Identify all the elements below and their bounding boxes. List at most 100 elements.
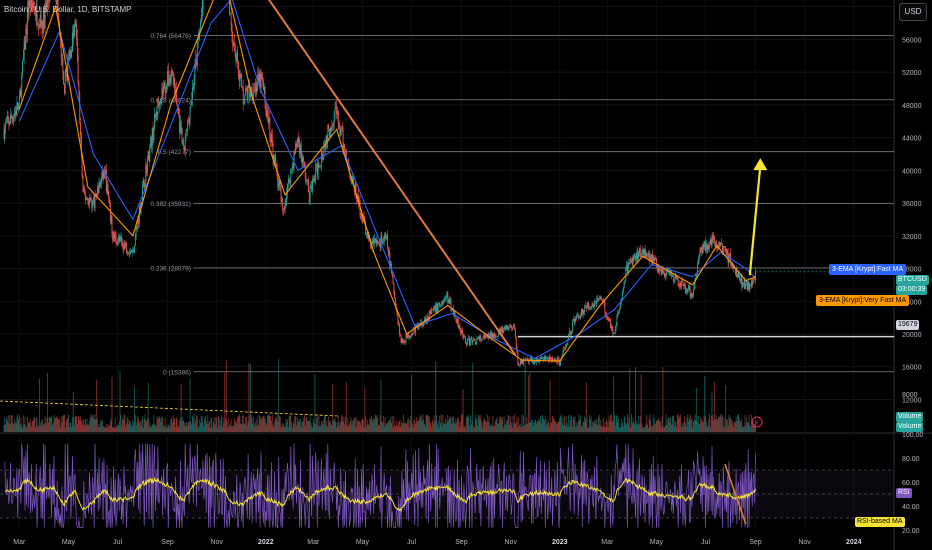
fibonacci-retracement[interactable]: 1 (69169)0.764 (56476)0.618 (48624)0.5 (… (150, 0, 894, 376)
candle-body (738, 273, 740, 281)
volume-bar (628, 417, 630, 432)
price-tick-label: 16000 (902, 365, 922, 372)
candle-body (610, 325, 612, 328)
volume-bar (566, 422, 568, 432)
very-fast-ma-badge[interactable]: 3-EMA [Krypt]:Very Fast MA (816, 295, 910, 306)
drawings[interactable] (55, 0, 894, 356)
volume-bar (308, 421, 309, 432)
volume-bar (659, 420, 661, 432)
currency-button[interactable]: USD (899, 3, 927, 21)
candle-body (109, 199, 110, 203)
volume-bar (469, 425, 471, 432)
volume-bar (146, 417, 148, 432)
volume-bar (225, 418, 226, 432)
volume-bar (285, 418, 287, 432)
candle-body (164, 82, 166, 92)
candle-body (514, 325, 516, 330)
candle-body (68, 59, 69, 61)
volume-bar (585, 382, 587, 432)
candle-body (34, 13, 36, 17)
volume-bar (383, 426, 385, 432)
volume-bar (668, 417, 669, 432)
volume-bar (546, 418, 548, 432)
volume-bar (24, 417, 26, 432)
candle-body (678, 285, 680, 287)
candle-body (448, 298, 450, 303)
volume-bar (653, 424, 655, 432)
price-candles[interactable] (3, 0, 756, 367)
volume-bar (625, 423, 627, 432)
price-tick-label: 28000 (902, 267, 922, 274)
volume-bar (190, 421, 192, 432)
candle-body (275, 164, 277, 166)
candle-body (119, 236, 121, 241)
volume-bar (163, 426, 165, 432)
candle-body (461, 329, 462, 333)
candle-body (450, 300, 452, 312)
candle-body (608, 319, 610, 321)
candle-body (702, 245, 704, 253)
volume-bar (539, 416, 541, 432)
volume-bar (181, 420, 183, 432)
rsi-tick-label: 60.00 (902, 480, 920, 487)
candle-body (159, 102, 161, 106)
volume-bar (733, 427, 735, 432)
candle-body (658, 265, 660, 272)
volume-bar (572, 417, 574, 432)
volume-bar (251, 417, 253, 432)
volume-bar (643, 427, 644, 432)
volume-bar (83, 419, 85, 432)
volume-bar (463, 427, 465, 432)
volume-bar (727, 425, 729, 432)
volume-bar (451, 424, 453, 432)
volume-bar (376, 414, 378, 432)
candle-body (27, 7, 29, 14)
volume-bar (309, 414, 311, 432)
candle-body (542, 358, 544, 359)
candle-body (81, 155, 83, 176)
candle-body (491, 333, 493, 339)
volume-bar (745, 425, 747, 432)
volume-bar (241, 415, 243, 432)
candle-body (662, 269, 664, 271)
candle-body (645, 253, 647, 257)
volume-bar (71, 427, 73, 432)
candle-body (549, 355, 551, 360)
candle-body (231, 24, 233, 37)
volume-bar (503, 416, 505, 432)
volume-bar (754, 423, 756, 432)
time-tick-label: Mar (307, 539, 320, 546)
time-tick-label: Jul (113, 539, 122, 546)
volume-bar (356, 417, 358, 432)
candle-body (614, 332, 615, 334)
volume-bar (34, 426, 36, 432)
volume-bar (21, 424, 23, 432)
volume-bar (236, 423, 238, 432)
very-fast-ma-line (18, 0, 756, 362)
candle-body (355, 183, 357, 199)
candle-body (710, 239, 712, 246)
candle-body (97, 187, 98, 195)
candle-body (67, 60, 69, 81)
volume-bar (413, 419, 415, 432)
volume-bar (308, 420, 310, 432)
candle-body (291, 168, 293, 170)
volume-bar (550, 422, 552, 432)
candle-body (39, 14, 41, 25)
volume-bar (422, 414, 424, 432)
fast-ma-badge[interactable]: 3-EMA [Krypt]:Fast MA (829, 264, 907, 275)
candle-body (573, 319, 575, 323)
volume-bar (201, 416, 203, 432)
volume-bar (698, 423, 700, 432)
volume-bar (518, 417, 520, 432)
candle-body (298, 138, 300, 141)
candle-body (180, 121, 182, 128)
volume-bar (713, 381, 715, 432)
volume-bar (469, 414, 471, 432)
volume-bar (580, 415, 582, 432)
candle-body (691, 293, 693, 297)
price-tick-label: 36000 (902, 201, 922, 208)
volume-bar (443, 422, 445, 432)
rsi-pane[interactable] (0, 443, 894, 528)
